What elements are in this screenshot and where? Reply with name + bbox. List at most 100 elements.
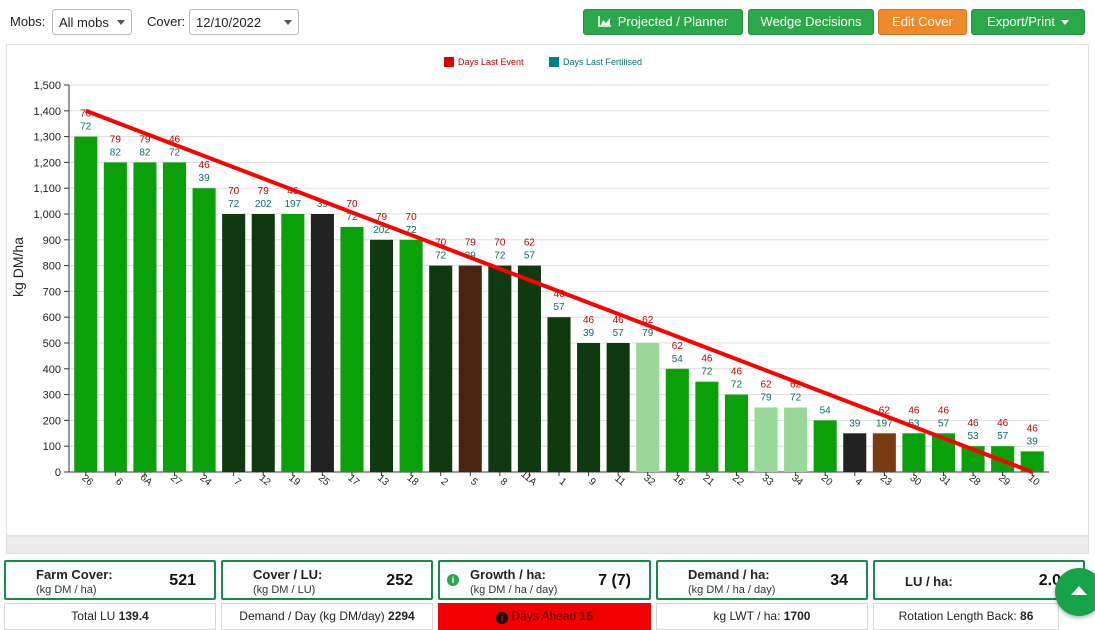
label-days-last-fertilised: 202	[255, 199, 272, 210]
bar-paddock-10[interactable]	[1020, 451, 1044, 472]
toolbar: Mobs: All mobs Cover: 12/10/2022 Project…	[0, 0, 1095, 44]
bar-paddock-6[interactable]	[103, 162, 127, 472]
bar-paddock-13[interactable]	[370, 239, 394, 472]
growth-value: 7 (7)	[598, 572, 631, 589]
bar-paddock-34[interactable]	[784, 407, 808, 473]
demand-day-label: Demand / Day (kg DM/day)	[239, 609, 385, 623]
label-days-last-event: 46	[1027, 423, 1039, 434]
cover-date-select[interactable]: 12/10/2022	[189, 9, 299, 35]
label-days-last-fertilised: 72	[228, 199, 240, 210]
bar-paddock-6A[interactable]	[133, 162, 157, 472]
bar-paddock-25[interactable]	[310, 214, 334, 472]
y-tick-label: 1,200	[33, 157, 61, 169]
bar-paddock-1[interactable]	[547, 317, 571, 472]
label-days-last-event: 46	[731, 367, 743, 378]
bar-paddock-4[interactable]	[843, 433, 867, 472]
projected-planner-button[interactable]: Projected / Planner	[583, 9, 743, 35]
label-days-last-fertilised: 72	[346, 212, 358, 223]
y-tick-label: 0	[55, 467, 61, 479]
label-days-last-event: 70	[346, 199, 358, 210]
label-days-last-event: 46	[997, 418, 1009, 429]
info-icon[interactable]: i	[447, 574, 459, 586]
x-tick-label: 1	[557, 476, 569, 488]
label-days-last-fertilised: 82	[110, 147, 122, 158]
bar-paddock-30[interactable]	[902, 433, 926, 472]
chart-scroll-strip[interactable]	[6, 536, 1089, 554]
label-days-last-fertilised: 54	[672, 354, 684, 365]
bar-paddock-27[interactable]	[162, 162, 187, 472]
x-tick-label: 19	[286, 473, 302, 489]
label-days-last-fertilised: 53	[967, 431, 979, 442]
bar-paddock-24[interactable]	[192, 188, 216, 472]
bar-paddock-8[interactable]	[488, 265, 512, 472]
chart-bars	[74, 136, 1044, 473]
bar-paddock-18[interactable]	[399, 239, 423, 472]
bar-paddock-11A[interactable]	[517, 265, 541, 472]
y-tick-label: 100	[43, 441, 61, 453]
x-tick-label: 8	[498, 476, 510, 488]
x-tick-label: 7	[231, 476, 243, 488]
scroll-to-top-button[interactable]	[1055, 568, 1095, 616]
label-days-last-fertilised: 53	[908, 418, 920, 429]
label-days-last-event: 79	[258, 186, 270, 197]
bar-paddock-19[interactable]	[281, 214, 305, 472]
bar-paddock-23[interactable]	[872, 433, 896, 472]
label-days-last-event: 46	[908, 405, 920, 416]
wedge-decisions-button[interactable]: Wedge Decisions	[748, 9, 874, 35]
cover-lu-unit: (kg DM / LU)	[253, 584, 316, 596]
label-days-last-fertilised: 72	[494, 251, 506, 262]
x-tick-label: 2	[439, 476, 451, 488]
bar-paddock-32[interactable]	[636, 343, 660, 472]
chart-legend: Days Last Event Days Last Fertilised	[444, 57, 642, 67]
farm-cover-title: Farm Cover:	[36, 567, 113, 582]
label-days-last-event: 46	[169, 134, 181, 145]
bar-paddock-26[interactable]	[74, 136, 98, 472]
bar-paddock-11[interactable]	[606, 343, 630, 472]
bar-paddock-31[interactable]	[931, 433, 956, 472]
label-days-last-fertilised: 39	[317, 199, 329, 210]
bar-paddock-33[interactable]	[754, 407, 778, 473]
bar-paddock-5[interactable]	[458, 265, 482, 472]
label-days-last-fertilised: 79	[760, 393, 772, 404]
days-ahead-stat: i Days Ahead 15	[438, 603, 651, 630]
projected-planner-label: Projected / Planner	[617, 14, 729, 29]
label-days-last-fertilised: 72	[169, 147, 181, 158]
bar-paddock-22[interactable]	[724, 394, 748, 472]
bar-paddock-12[interactable]	[251, 214, 275, 472]
label-days-last-fertilised: 72	[80, 122, 92, 133]
bar-paddock-16[interactable]	[665, 368, 689, 472]
growth-unit: (kg DM / ha / day)	[470, 584, 558, 596]
label-days-last-event: 46	[199, 160, 211, 171]
demand-title: Demand / ha:	[688, 567, 770, 582]
label-days-last-fertilised: 72	[701, 367, 713, 378]
y-tick-label: 300	[43, 390, 61, 402]
y-tick-label: 500	[43, 338, 61, 350]
lu-ha-title: LU / ha:	[905, 574, 953, 589]
label-days-last-fertilised: 57	[997, 431, 1009, 442]
x-tick-label: 31	[937, 473, 953, 489]
bar-paddock-9[interactable]	[577, 343, 601, 472]
bar-paddock-2[interactable]	[429, 265, 453, 472]
demand-value: 34	[830, 572, 848, 589]
label-days-last-event: 70	[80, 109, 92, 120]
bar-paddock-21[interactable]	[695, 381, 719, 472]
x-tick-label: 18	[405, 473, 421, 489]
y-tick-label: 1,300	[33, 132, 61, 144]
growth-card[interactable]: i Growth / ha: (kg DM / ha / day) 7 (7)	[438, 560, 651, 600]
x-tick-label: 24	[198, 473, 214, 489]
bar-paddock-17[interactable]	[340, 226, 364, 472]
y-tick-label: 1,100	[33, 183, 61, 195]
y-tick-label: 900	[43, 235, 61, 247]
bar-paddock-7[interactable]	[222, 214, 246, 472]
label-days-last-fertilised: 72	[435, 251, 447, 262]
export-print-button[interactable]: Export/Print	[971, 9, 1085, 35]
area-chart-icon	[597, 16, 611, 27]
label-days-last-event: 62	[879, 405, 891, 416]
label-days-last-fertilised: 39	[849, 418, 861, 429]
edit-cover-button[interactable]: Edit Cover	[878, 9, 967, 35]
rotation-label: Rotation Length Back:	[898, 609, 1017, 623]
mobs-select[interactable]: All mobs	[52, 9, 132, 35]
bar-paddock-20[interactable]	[813, 420, 837, 472]
y-axis-label: kg DM/ha	[10, 237, 26, 297]
label-days-last-fertilised: 197	[284, 199, 301, 210]
